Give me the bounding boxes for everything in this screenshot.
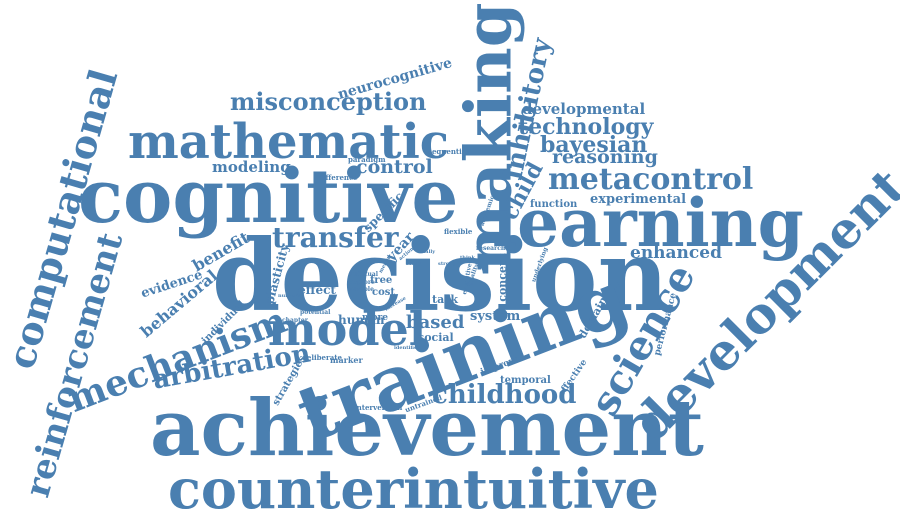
word-more: more: [362, 313, 388, 323]
word-counterintuitive: counterintuitive: [168, 457, 659, 521]
word-developmental: developmental: [522, 100, 646, 118]
word-chapter: chapter: [282, 317, 308, 324]
word-research: research: [476, 245, 506, 252]
word-control: control: [356, 156, 433, 178]
word-temporal: temporal: [500, 375, 551, 386]
word-identified: identified: [394, 345, 421, 351]
word-concept: concept: [495, 253, 509, 302]
word-technology: technology: [518, 114, 654, 140]
word-paradigm: paradigm: [348, 155, 386, 164]
word-learning: learning: [492, 184, 804, 262]
word-intervention: intervention: [354, 403, 403, 412]
word-task: task: [432, 293, 459, 306]
word-system: system: [470, 309, 521, 324]
word-effect: effect: [298, 283, 336, 297]
word-function: function: [530, 199, 578, 210]
word-transfer: transfer: [272, 221, 399, 254]
word-marker: marker: [330, 355, 363, 365]
word-misconception: misconception: [230, 87, 427, 116]
word-potential: potential: [300, 309, 331, 316]
word-study: study: [406, 261, 422, 267]
word-strong: strong: [438, 261, 457, 267]
word-human: human: [338, 313, 385, 327]
word-childhood: childhood: [432, 380, 577, 410]
word-cognitive: cognitive: [78, 154, 459, 240]
word-decision: decision: [212, 219, 669, 334]
word-based: based: [406, 312, 465, 333]
word-deliberate: deliberate: [302, 353, 342, 362]
word-bayesian: bayesian: [540, 132, 648, 158]
word-model: model: [268, 302, 427, 356]
word-difference: difference: [318, 173, 358, 182]
word-achievement: achievement: [150, 383, 704, 474]
word-finally: finally: [418, 249, 436, 255]
word-explore: explore: [350, 279, 375, 286]
word-metacontrol: metacontrol: [548, 162, 754, 197]
word-free: free: [370, 275, 393, 286]
word-enhanced: enhanced: [630, 243, 722, 263]
word-sample: sample: [350, 286, 374, 293]
word-experimental: experimental: [590, 192, 687, 207]
word-sequential: sequential: [428, 147, 470, 156]
word-think: think: [460, 255, 475, 261]
word-flexible: flexible: [444, 227, 473, 236]
word-cost: cost: [372, 287, 396, 298]
word-reasoning: reasoning: [552, 146, 658, 168]
word-social: social: [418, 331, 454, 344]
word-mathematic: mathematic: [128, 114, 450, 170]
word-modeling: modeling: [212, 158, 291, 176]
word-habitual: habitual: [350, 271, 379, 278]
word-numeric: numeric: [278, 293, 302, 299]
